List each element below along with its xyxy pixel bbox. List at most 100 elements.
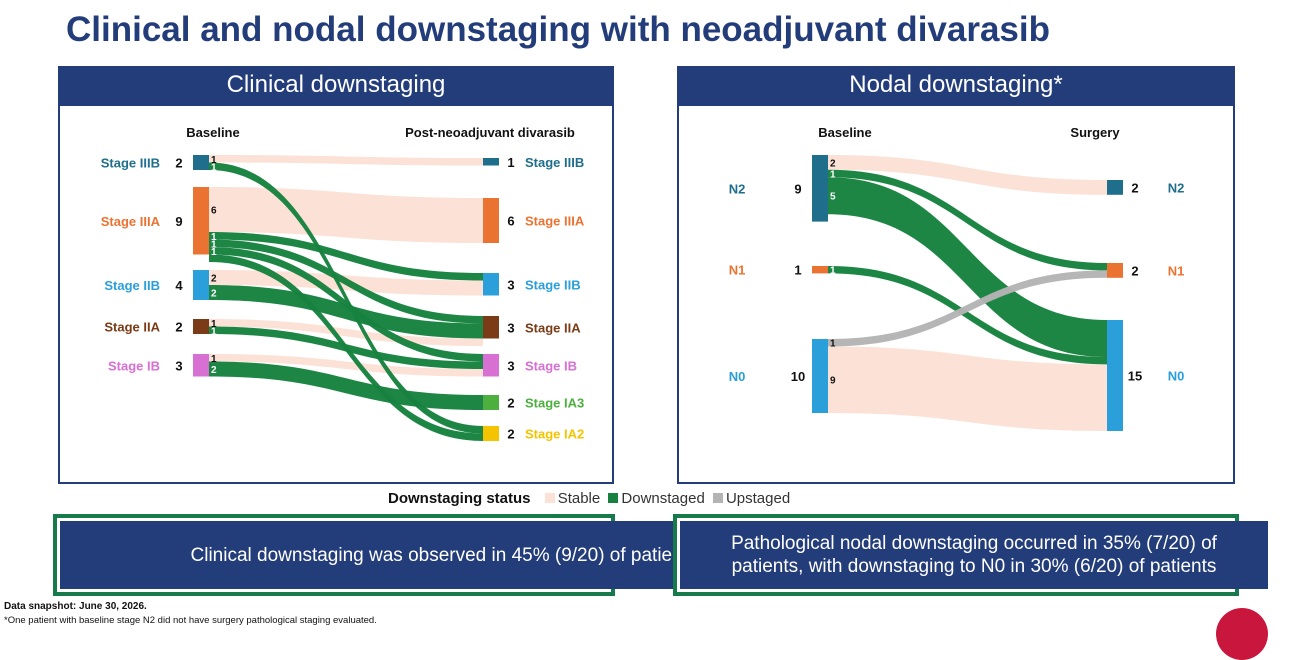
nodal-left-label: N0	[729, 369, 746, 384]
clinical-flow-label: 1	[211, 239, 217, 250]
legend-label-downstaged: Downstaged	[621, 490, 705, 507]
legend-label-upstaged: Upstaged	[725, 490, 791, 507]
nodal-callout: Pathological nodal downstaging occurred …	[673, 514, 1268, 596]
clinical-flow-label: 1	[211, 247, 217, 258]
legend-title: Downstaging status	[388, 490, 531, 507]
clinical-flow-label: 1	[211, 354, 217, 365]
clinical-flow-downstaged	[209, 162, 483, 434]
nodal-left-count: 10	[791, 369, 805, 384]
clinical-sankey: Baseline Post-neoadjuvant divarasib116111…	[101, 125, 585, 442]
clinical-right-count: 6	[507, 214, 514, 229]
nodal-right-label: N2	[1168, 180, 1185, 195]
clinical-right-count: 3	[507, 277, 514, 292]
clinical-left-header: Baseline	[186, 125, 239, 140]
legend-label-stable: Stable	[557, 490, 601, 507]
clinical-right-count: 3	[507, 320, 514, 335]
legend-swatch-downstaged	[608, 493, 619, 503]
clinical-right-node	[483, 395, 499, 410]
nodal-flow-downstaged	[828, 177, 1107, 357]
clinical-right-count: 2	[507, 396, 514, 411]
clinical-right-label: Stage IIIA	[525, 214, 585, 229]
data-snapshot: Data snapshot: June 30, 2026.	[4, 601, 147, 612]
clinical-right-count: 2	[507, 427, 514, 442]
nodal-right-count: 2	[1131, 180, 1138, 195]
clinical-right-count: 3	[507, 358, 514, 373]
clinical-flow-stable	[209, 319, 483, 346]
nodal-flow-label: 1	[830, 266, 836, 277]
nodal-flow-stable	[828, 346, 1107, 431]
clinical-left-count: 4	[175, 278, 183, 293]
clinical-left-count: 2	[175, 156, 182, 171]
clinical-panel	[58, 104, 614, 484]
clinical-left-label: Stage IIB	[104, 278, 160, 293]
clinical-flow-label: 1	[211, 162, 217, 173]
clinical-flow-stable	[209, 155, 483, 166]
clinical-right-label: Stage IB	[525, 358, 577, 373]
nodal-right-count: 15	[1128, 369, 1142, 384]
clinical-left-count: 3	[175, 358, 182, 373]
nodal-flow-label: 2	[830, 158, 836, 169]
clinical-flow-label: 1	[211, 326, 217, 337]
clinical-panel-title: Clinical downstaging	[58, 66, 614, 104]
clinical-flow-downstaged	[209, 254, 483, 441]
clinical-right-node	[483, 426, 499, 441]
nodal-left-node	[812, 266, 828, 274]
legend-swatch-upstaged	[712, 493, 723, 503]
clinical-callout: Clinical downstaging was observed in 45%…	[53, 514, 828, 596]
nodal-right-label: N1	[1168, 263, 1185, 278]
nodal-panel-title: Nodal downstaging*	[677, 66, 1235, 104]
clinical-right-label: Stage IA2	[525, 427, 584, 442]
clinical-left-node	[193, 319, 209, 334]
nodal-right-node	[1107, 320, 1123, 431]
nodal-flow-upstaged	[828, 270, 1107, 347]
nodal-callout-text: Pathological nodal downstaging occurred …	[680, 521, 1268, 589]
nodal-right-node	[1107, 263, 1123, 278]
clinical-right-label: Stage IA3	[525, 396, 584, 411]
clinical-flow-downstaged	[209, 239, 483, 324]
footnote: *One patient with baseline stage N2 did …	[4, 615, 377, 626]
page-title: Clinical and nodal downstaging with neoa…	[66, 10, 1050, 49]
clinical-right-node	[483, 158, 499, 166]
nodal-right-header: Surgery	[1070, 125, 1120, 140]
nodal-flow-label: 1	[830, 339, 836, 350]
nodal-flow-stable	[828, 155, 1107, 195]
clinical-right-label: Stage IIIB	[525, 155, 584, 170]
nodal-left-count: 9	[794, 181, 801, 196]
clinical-flow-label: 2	[211, 365, 217, 376]
nodal-flow-downstaged	[828, 266, 1107, 365]
clinical-flow-downstaged	[209, 361, 483, 410]
nodal-left-node	[812, 155, 828, 222]
clinical-flow-label: 6	[211, 206, 217, 217]
nodal-left-label: N2	[729, 181, 746, 196]
clinical-left-label: Stage IIIB	[101, 156, 160, 171]
nodal-right-node	[1107, 180, 1123, 195]
nodal-left-label: N1	[729, 263, 746, 278]
clinical-flow-label: 1	[211, 319, 217, 330]
clinical-left-label: Stage IIA	[104, 320, 160, 335]
nodal-flow-downstaged	[828, 169, 1107, 271]
clinical-flow-downstaged	[209, 232, 483, 281]
nodal-flow-label: 9	[830, 376, 836, 387]
nodal-flow-label: 5	[830, 192, 836, 203]
clinical-flow-label: 1	[211, 155, 217, 166]
clinical-left-label: Stage IIIA	[101, 214, 161, 229]
clinical-flow-label: 2	[211, 274, 217, 285]
clinical-right-label: Stage IIA	[525, 320, 581, 335]
legend: Downstaging status Stable Downstaged Ups…	[388, 490, 790, 507]
clinical-right-header: Post-neoadjuvant divarasib	[405, 125, 575, 140]
nodal-left-header: Baseline	[818, 125, 871, 140]
clinical-left-count: 9	[175, 214, 182, 229]
clinical-left-label: Stage IB	[108, 358, 160, 373]
clinical-left-node	[193, 155, 209, 170]
nodal-right-label: N0	[1168, 369, 1185, 384]
nodal-left-count: 1	[794, 263, 801, 278]
clinical-right-count: 1	[507, 155, 514, 170]
clinical-left-node	[193, 354, 209, 377]
nodal-right-count: 2	[1131, 263, 1138, 278]
nodal-flow-label: 1	[830, 170, 836, 181]
sankey-diagrams: Baseline Post-neoadjuvant divarasib116111…	[101, 125, 1185, 442]
clinical-left-node	[193, 187, 209, 255]
clinical-right-node	[483, 198, 499, 243]
legend-swatch-stable	[544, 493, 555, 503]
